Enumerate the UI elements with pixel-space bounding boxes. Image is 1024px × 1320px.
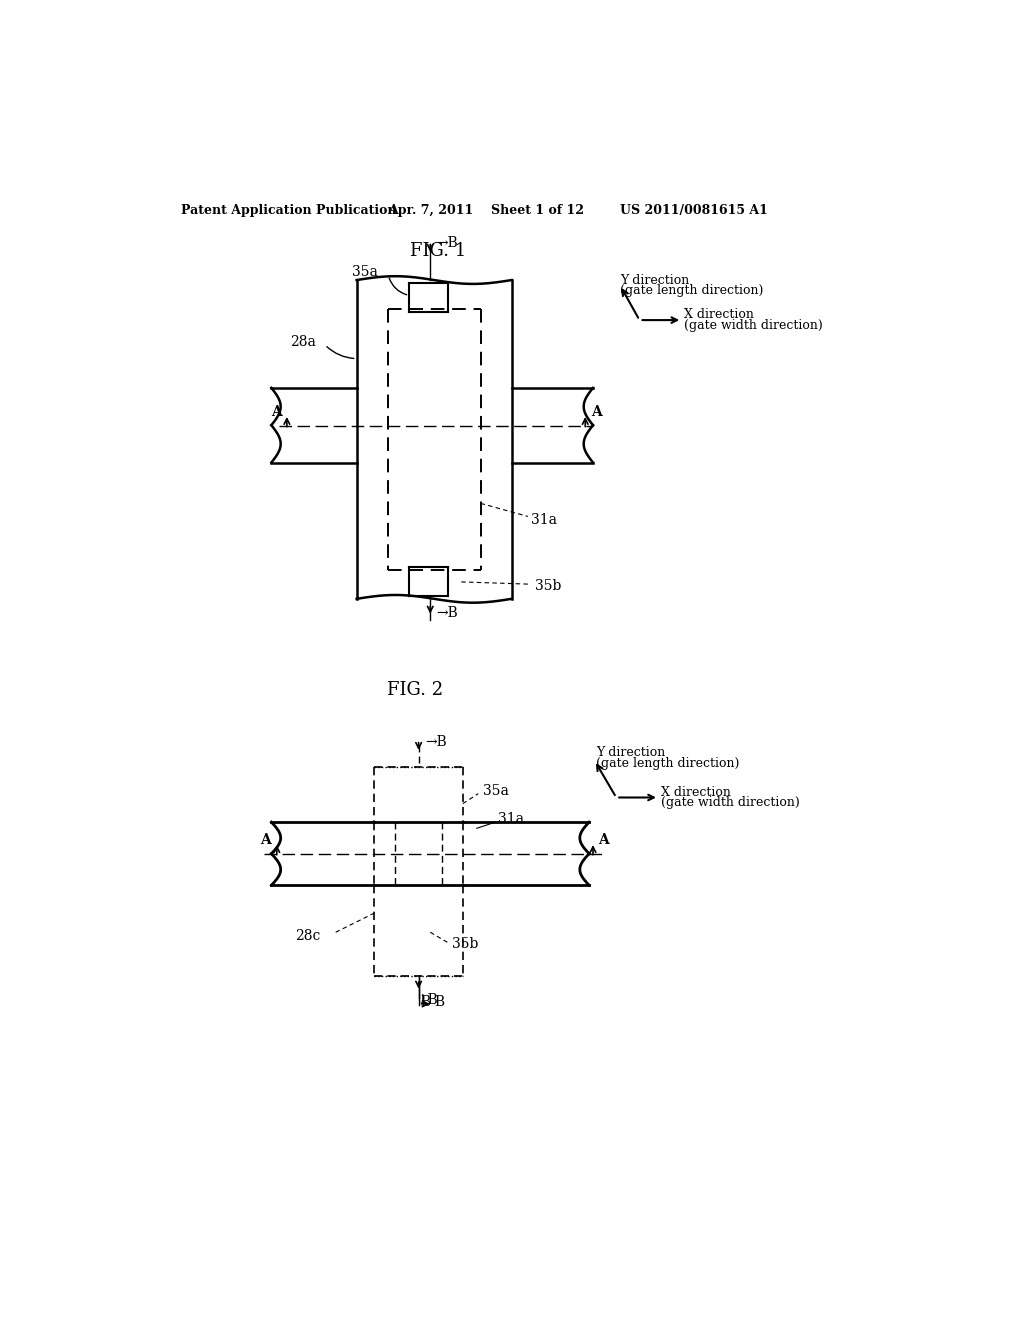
Text: A: A [260,833,271,847]
Text: (gate width direction): (gate width direction) [662,796,800,809]
Text: 31a: 31a [499,812,524,826]
Text: Y direction: Y direction [621,273,689,286]
Text: 35a: 35a [483,784,509,799]
Text: Y direction: Y direction [596,746,666,759]
Text: US 2011/0081615 A1: US 2011/0081615 A1 [621,205,768,218]
Text: 35b: 35b [452,937,478,950]
Text: →B: →B [425,735,446,748]
Text: (gate width direction): (gate width direction) [684,319,823,333]
Text: ↓B: ↓B [417,993,438,1006]
Text: X direction: X direction [662,785,731,799]
Text: A: A [270,405,282,418]
Text: 31a: 31a [531,513,557,527]
Text: Patent Application Publication: Patent Application Publication [180,205,396,218]
Text: (gate length direction): (gate length direction) [621,284,764,297]
Text: Apr. 7, 2011: Apr. 7, 2011 [388,205,473,218]
Text: A: A [591,405,601,418]
Text: 28c: 28c [295,929,321,942]
Text: 35a: 35a [351,265,378,280]
Text: 35b: 35b [535,578,561,593]
Text: X direction: X direction [684,308,755,321]
Text: →B: →B [436,236,458,249]
Text: FIG. 2: FIG. 2 [387,681,442,698]
Text: (gate length direction): (gate length direction) [596,758,739,770]
Text: A: A [598,833,609,847]
Text: B: B [420,995,430,1010]
Text: 28a: 28a [290,335,315,348]
Text: B: B [434,995,444,1010]
Text: Sheet 1 of 12: Sheet 1 of 12 [490,205,584,218]
Text: →B: →B [436,606,458,619]
Text: FIG. 1: FIG. 1 [410,242,466,260]
